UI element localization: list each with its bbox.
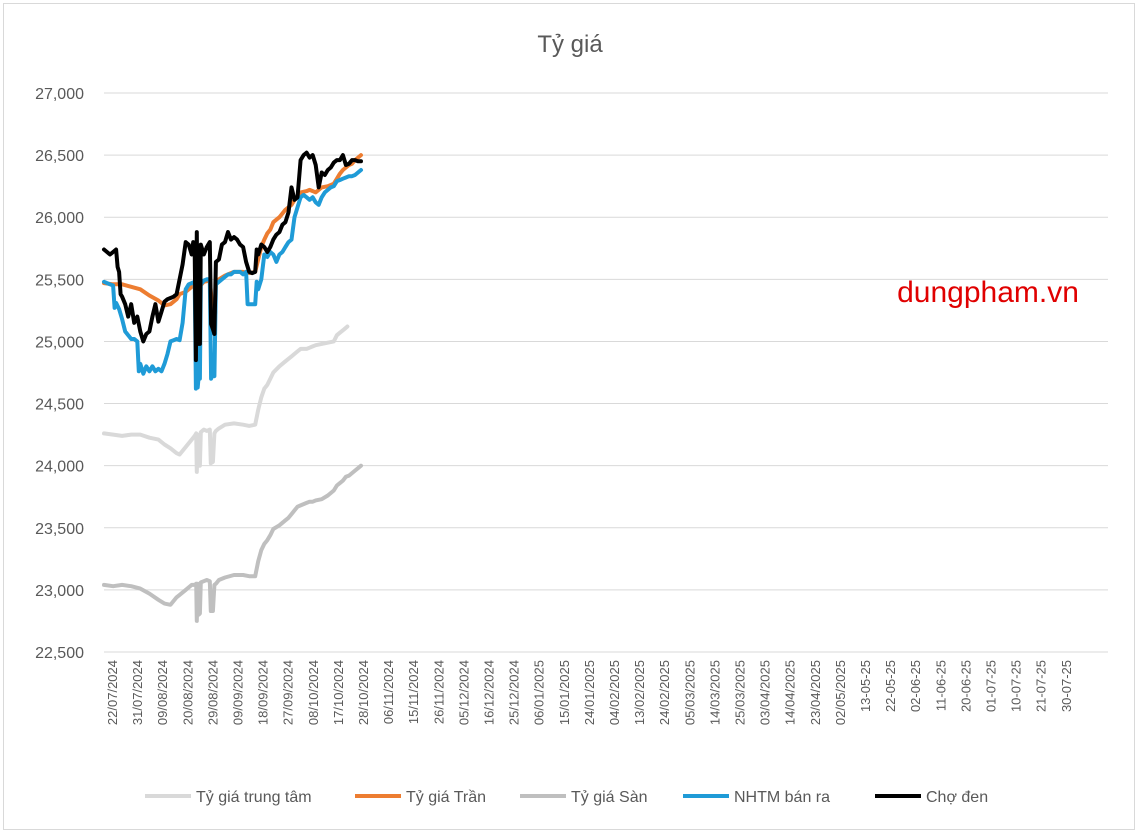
x-tick-label: 29/08/2024	[205, 660, 220, 725]
x-tick-label: 05/12/2024	[456, 660, 471, 725]
legend-label: Tỷ giá Sàn	[571, 789, 647, 806]
x-tick-label: 04/02/2025	[607, 660, 622, 725]
chart-title: Tỷ giá	[537, 31, 603, 58]
x-tick-label: 15/01/2025	[557, 660, 572, 725]
x-tick-label: 14/04/2025	[783, 660, 798, 725]
series-line	[102, 324, 350, 474]
x-tick-label: 06/01/2025	[532, 660, 547, 725]
x-tick-label: 09/09/2024	[231, 660, 246, 725]
x-tick-label: 28/10/2024	[356, 660, 371, 725]
x-tick-label: 16/12/2024	[482, 660, 497, 725]
chart-frame	[3, 3, 1135, 830]
x-tick-label: 31/07/2024	[130, 660, 145, 725]
series-line	[102, 463, 363, 623]
legend-label: Chợ đen	[926, 789, 988, 806]
x-axis-ticks: 22/07/2024 31/07/2024 09/08/2024 20/08/2024…	[105, 660, 1074, 725]
legend: Tỷ giá trung tâm Tỷ giá Trần Tỷ giá Sàn NHT…	[145, 789, 988, 806]
legend-label: NHTM bán ra	[734, 789, 830, 806]
x-tick-label: 22-05-25	[883, 660, 898, 712]
y-tick-label: 25,000	[35, 334, 84, 351]
series-line	[102, 168, 363, 391]
x-tick-label: 01-07-25	[984, 660, 999, 712]
y-tick-label: 23,500	[35, 521, 84, 538]
x-tick-label: 02-06-25	[908, 660, 923, 712]
y-tick-label: 24,000	[35, 459, 84, 476]
x-tick-label: 17/10/2024	[331, 660, 346, 725]
watermark-text: dungpham.vn	[897, 276, 1079, 309]
x-tick-label: 30-07-25	[1059, 660, 1074, 712]
x-tick-label: 27/09/2024	[281, 660, 296, 725]
x-tick-label: 25/03/2025	[733, 660, 748, 725]
x-tick-label: 23/04/2025	[808, 660, 823, 725]
y-axis-ticks: 22,500 23,000 23,500 24,000 24,500 25,000 25,5…	[35, 86, 84, 662]
y-tick-label: 24,500	[35, 397, 84, 414]
y-tick-label: 26,000	[35, 210, 84, 227]
x-tick-label: 24/02/2025	[657, 660, 672, 725]
x-tick-label: 03/04/2025	[758, 660, 773, 725]
legend-label: Tỷ giá Trần	[406, 789, 486, 806]
series-line	[102, 150, 363, 363]
legend-label: Tỷ giá trung tâm	[196, 789, 312, 806]
x-tick-label: 13/02/2025	[632, 660, 647, 725]
y-tick-label: 25,500	[35, 272, 84, 289]
y-tick-label: 27,000	[35, 86, 84, 103]
x-tick-label: 20/08/2024	[180, 660, 195, 725]
x-tick-label: 24/01/2025	[582, 660, 597, 725]
x-tick-label: 09/08/2024	[155, 660, 170, 725]
y-tick-label: 23,000	[35, 583, 84, 600]
x-tick-label: 20-06-25	[958, 660, 973, 712]
x-tick-label: 02/05/2025	[833, 660, 848, 725]
x-tick-label: 15/11/2024	[406, 660, 421, 724]
y-tick-label: 26,500	[35, 148, 84, 165]
x-tick-label: 13-05-25	[858, 660, 873, 712]
y-tick-label: 22,500	[35, 645, 84, 662]
x-tick-label: 18/09/2024	[256, 660, 271, 725]
x-tick-label: 05/03/2025	[682, 660, 697, 725]
x-tick-label: 14/03/2025	[707, 660, 722, 725]
x-tick-label: 22/07/2024	[105, 660, 120, 725]
x-tick-label: 26/11/2024	[431, 660, 446, 724]
x-tick-label: 10-07-25	[1009, 660, 1024, 712]
x-tick-label: 25/12/2024	[507, 660, 522, 725]
x-tick-label: 08/10/2024	[306, 660, 321, 725]
gridlines	[104, 92, 1108, 653]
x-tick-label: 11-06-25	[933, 660, 948, 711]
x-tick-label: 06/11/2024	[381, 660, 396, 724]
series-lines	[102, 150, 363, 623]
x-tick-label: 21-07-25	[1034, 660, 1049, 712]
